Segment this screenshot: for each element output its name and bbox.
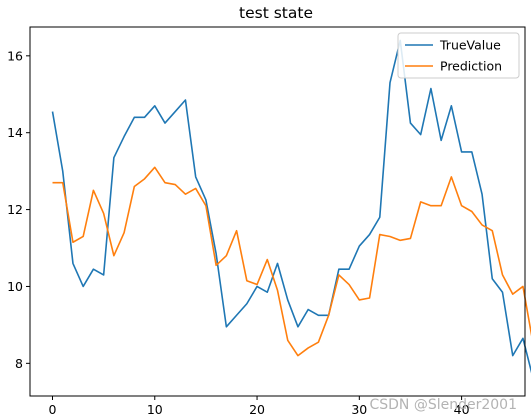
- plot-area: [51, 39, 531, 374]
- watermark: CSDN @Slender2001: [369, 397, 517, 413]
- y-tick-label: 14: [7, 125, 23, 140]
- series-line-0: [51, 39, 531, 374]
- y-tick-label: 10: [7, 279, 23, 294]
- x-tick-label: 10: [147, 402, 163, 417]
- legend-label-0: TrueValue: [439, 38, 501, 53]
- axes: 0 10 20 30 40 8 10 12 14 16: [7, 26, 526, 417]
- y-tick-label: 12: [7, 202, 23, 217]
- legend: TrueValue Prediction: [397, 32, 520, 79]
- x-tick-label: 40: [454, 402, 470, 417]
- y-tick-label: 8: [15, 356, 23, 371]
- y-tick-label: 16: [7, 48, 23, 63]
- legend-label-1: Prediction: [440, 59, 502, 74]
- x-tick-label: 30: [351, 402, 367, 417]
- x-tick-label: 20: [249, 402, 265, 417]
- axes-frame: [29, 26, 526, 397]
- chart-title: test state: [239, 4, 313, 22]
- x-tick-label: 0: [49, 402, 57, 417]
- series-line-1: [52, 166, 531, 357]
